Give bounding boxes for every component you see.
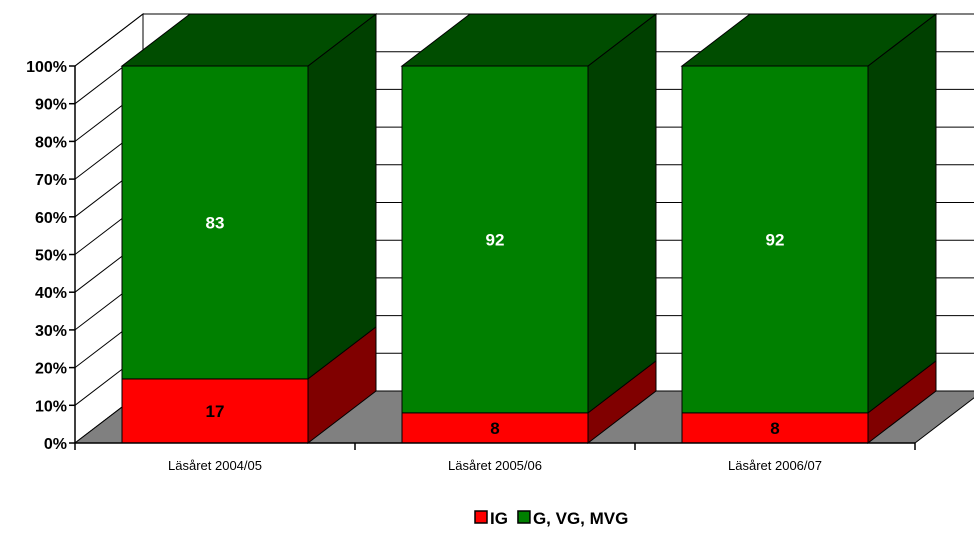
bar-top-face [120,13,378,67]
bar-front-face [681,65,869,414]
bar-side-face [587,12,657,414]
category-label: Läsåret 2006/07 [728,458,822,473]
bar-front-face [681,412,869,444]
legend-swatch [474,510,488,524]
data-label: 92 [486,230,505,249]
data-label: 8 [770,419,779,438]
bar-segment [400,12,658,414]
y-tick-label: 10% [35,398,67,415]
chart-bars: 17 83 8 92 8 92 [120,12,938,445]
bar-segment [681,359,937,445]
data-label: 17 [206,402,225,421]
bar-segment [121,325,377,445]
y-tick-label: 90% [35,97,67,114]
y-tick-label: 40% [35,285,67,302]
data-label: 8 [490,419,499,438]
y-tick-label: 70% [35,172,67,189]
y-tick-label: 50% [35,248,67,265]
category-label: Läsåret 2005/06 [448,458,542,473]
y-tick-label: 100% [26,59,67,76]
bar-side-face [867,12,937,414]
legend-swatch [517,510,531,524]
bar-front-face [401,65,589,414]
bar-front-face [401,412,589,444]
bar-front-face [121,65,309,380]
legend-label: G, VG, MVG [533,509,628,528]
bar-side-face [307,12,377,380]
bar-segment [401,359,657,445]
bar-segment [680,12,938,414]
bar-segment [120,12,378,380]
y-tick-label: 20% [35,361,67,378]
data-label: 83 [206,213,225,232]
y-tick-label: 80% [35,134,67,151]
bar-top-face [680,13,938,67]
y-tick-label: 30% [35,323,67,340]
gridline [74,13,974,67]
category-label: Läsåret 2004/05 [168,458,262,473]
y-tick-label: 0% [44,436,67,453]
data-label: 92 [766,230,785,249]
chart-legend: IG G, VG, MVG [474,509,628,528]
bar-top-face [400,13,658,67]
chart-axes: Läsåret 2004/05 Läsåret 2005/06 Läsåret 20… [26,59,916,473]
y-tick-label: 60% [35,210,67,227]
legend-label: IG [490,509,508,528]
